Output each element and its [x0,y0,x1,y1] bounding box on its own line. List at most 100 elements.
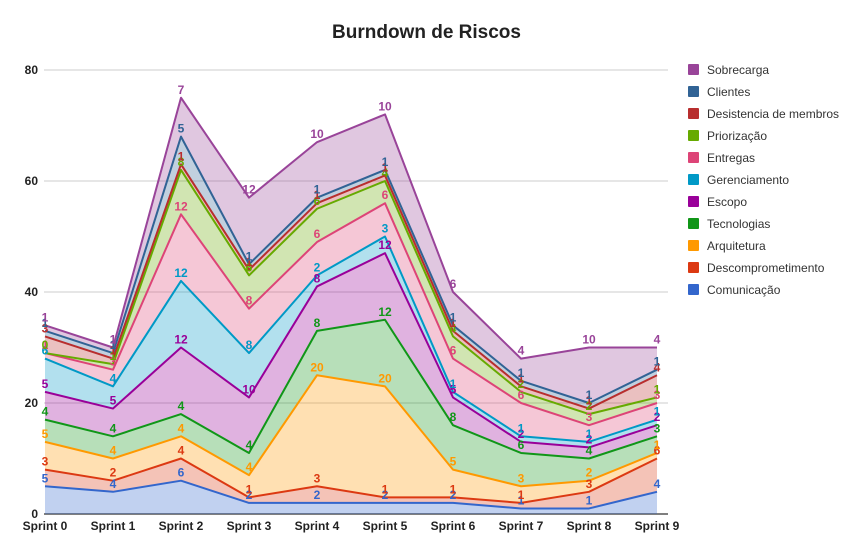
chart-title: Burndown de Riscos [332,22,521,43]
data-label: 1 [518,493,525,507]
data-label: 1 [450,482,457,496]
data-label: 4 [654,360,661,374]
y-tick-label: 80 [25,63,39,77]
x-tick-label: Sprint 2 [159,519,204,533]
data-label: 2 [586,399,593,413]
series-line-3 [44,318,658,460]
data-label: 5 [42,471,49,485]
data-label: 4 [110,421,117,435]
series-line-1 [44,457,658,504]
data-label: 6 [450,344,457,358]
data-label: 1 [586,427,593,441]
data-label: 4 [178,399,185,413]
area-5 [45,236,657,448]
area-1 [45,458,657,509]
data-label: 2 [110,466,117,480]
legend-label: Clientes [707,85,750,99]
data-label: 2 [314,488,321,502]
legend-swatch [688,152,699,163]
data-label: 4 [518,344,525,358]
series-line-9 [44,135,658,404]
legend-swatch [688,196,699,207]
data-label: 10 [582,333,596,347]
legend-swatch [688,240,699,251]
legend-swatch [688,218,699,229]
legend: Sobrecarga Clientes Desistencia de membros… [688,63,839,297]
data-label: 1 [246,249,253,263]
data-label: 1 [42,338,49,352]
x-tick-label: Sprint 7 [499,519,544,533]
data-label: 1 [246,482,253,496]
data-label: 5 [450,455,457,469]
data-label: 2 [450,488,457,502]
data-label: 1 [586,388,593,402]
data-label: 0 [42,338,49,352]
data-label: 1 [314,183,321,197]
legend-label: Desistencia de membros [707,107,839,121]
data-label: 6 [518,388,525,402]
data-label: 1 [42,316,49,330]
data-label: 8 [314,316,321,330]
legend-swatch [688,130,699,141]
data-label: 2 [314,260,321,274]
data-label: 1 [654,438,661,452]
legend-label: Priorização [707,129,767,143]
x-tick-label: Sprint 1 [91,519,136,533]
data-label: 1 [518,371,525,385]
data-label: 4 [178,444,185,458]
data-label: 4 [654,477,661,491]
data-label: 3 [314,471,321,485]
series-line-4 [44,252,658,449]
data-label: 8 [246,338,253,352]
x-tick-label: Sprint 6 [431,519,476,533]
data-label: 4 [654,333,661,347]
area-10 [45,97,657,403]
data-label: 5 [178,122,185,136]
legend-swatch [688,284,699,295]
data-label: 12 [174,333,188,347]
data-label: 2 [246,488,253,502]
series-line-6 [44,202,658,427]
series-line-8 [44,163,658,410]
data-label: 1 [450,316,457,330]
data-label: 12 [378,305,392,319]
data-label: 1 [178,149,185,163]
data-label: 12 [242,183,256,197]
data-label: 1 [654,405,661,419]
y-tick-label: 0 [31,507,38,521]
data-label: 1 [518,488,525,502]
series-lines [44,96,658,510]
data-label: 1 [246,255,253,269]
data-label: 1 [110,349,117,363]
data-label: 3 [654,388,661,402]
x-tick-label: Sprint 4 [295,519,340,533]
data-label: 1 [110,344,117,358]
data-label: 6 [314,194,321,208]
data-label: 2 [654,410,661,424]
data-label: 2 [586,466,593,480]
data-label: 2 [382,488,389,502]
legend-swatch [688,86,699,97]
data-label: 8 [178,155,185,169]
data-label: 4 [110,371,117,385]
legend-label: Tecnologias [707,217,770,231]
data-label: 6 [178,466,185,480]
x-tick-label: Sprint 9 [635,519,680,533]
area-0 [45,480,657,514]
data-label: 10 [310,127,324,141]
data-label: 6 [314,227,321,241]
legend-swatch [688,108,699,119]
data-label: 4 [450,321,457,335]
data-label: 20 [378,371,392,385]
series-line-7 [44,168,658,416]
data-label: 1 [110,333,117,347]
legend-swatch [688,262,699,273]
data-label: 5 [110,394,117,408]
data-label: 3 [586,477,593,491]
data-label: 1 [450,377,457,391]
data-label: 3 [42,321,49,335]
data-label: 12 [174,199,188,213]
legend-label: Gerenciamento [707,173,789,187]
